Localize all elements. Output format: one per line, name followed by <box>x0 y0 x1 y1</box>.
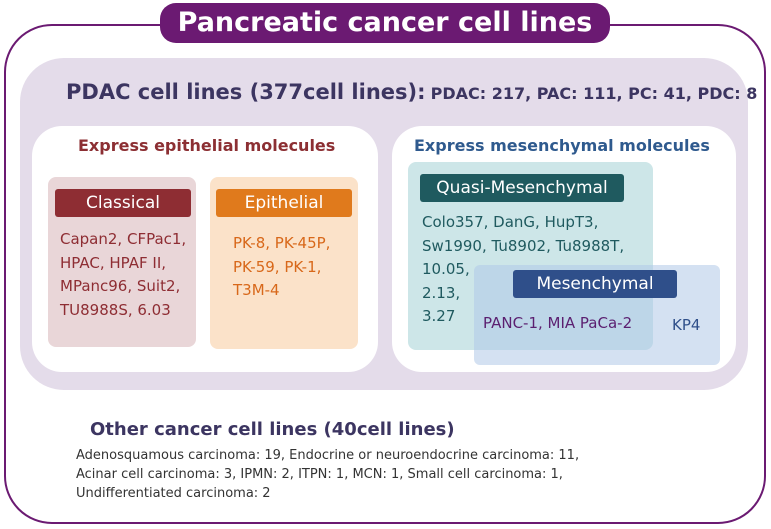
epithelial-label: Epithelial <box>216 189 352 217</box>
other-line: Undifferentiated carcinoma: 2 <box>76 486 271 501</box>
pdac-heading: PDAC cell lines (377cell lines): PDAC: 2… <box>66 80 757 110</box>
cell-line-row: 10.05, <box>422 260 470 278</box>
cell-line-row: Colo357, DanG, HupT3, <box>422 213 599 231</box>
quasi-mesenchymal-label: Quasi-Mesenchymal <box>420 174 624 202</box>
other-line: Acinar cell carcinoma: 3, IPMN: 2, ITPN:… <box>76 467 563 482</box>
pdac-heading-counts: PDAC: 217, PAC: 111, PC: 41, PDC: 8 <box>430 84 758 103</box>
cell-line-row: Sw1990, Tu8902, Tu8988T, <box>422 236 625 255</box>
mesenchymal-only-cell-line: KP4 <box>672 316 701 334</box>
cell-line-row: T3M-4 <box>233 281 280 299</box>
shared-mesenchymal-cell-lines: PANC-1, MIA PaCa-2 <box>483 314 633 332</box>
cell-line-row: 2.13, <box>422 283 461 302</box>
pdac-heading-main: PDAC cell lines (377cell lines): <box>66 80 426 104</box>
cell-line-row: PK-8, PK-45P, <box>233 234 331 252</box>
cell-line-row: HPAC, HPAF II, <box>60 253 167 272</box>
cell-line-row: MPanc96, Suit2, <box>60 277 181 295</box>
cell-line-row: TU8988S, 6.03 <box>60 300 171 319</box>
classical-label: Classical <box>55 189 191 217</box>
classical-cell-lines: Capan2, CFPac1, HPAC, HPAF II, MPanc96, … <box>60 228 186 322</box>
cell-line-row: Capan2, CFPac1, <box>60 230 187 248</box>
quasi-mesenchymal-cell-lines: Colo357, DanG, HupT3, Sw1990, Tu8902, Tu… <box>422 211 624 329</box>
cell-line-row: PK-59, PK-1, <box>233 257 322 276</box>
other-line: Adenosquamous carcinoma: 19, Endocrine o… <box>76 448 580 463</box>
other-cell-lines-heading: Other cancer cell lines (40cell lines) <box>90 419 455 440</box>
diagram-title: Pancreatic cancer cell lines <box>160 3 610 43</box>
epithelial-group-heading: Express epithelial molecules <box>78 136 336 155</box>
mesenchymal-group-heading: Express mesenchymal molecules <box>414 136 710 155</box>
epithelial-cell-lines: PK-8, PK-45P, PK-59, PK-1, T3M-4 <box>233 232 330 303</box>
cell-line-row: 3.27 <box>422 307 456 325</box>
mesenchymal-label: Mesenchymal <box>513 270 677 298</box>
other-cell-lines-list: Adenosquamous carcinoma: 19, Endocrine o… <box>76 446 579 503</box>
